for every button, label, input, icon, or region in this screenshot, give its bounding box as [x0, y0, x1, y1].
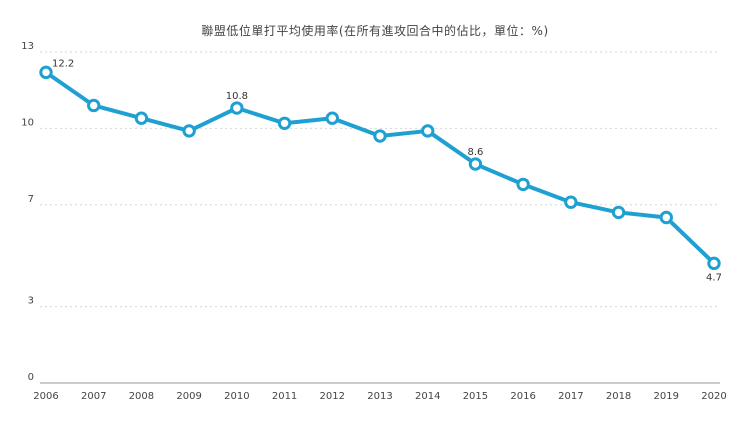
- series-line: [44, 70, 716, 266]
- x-tick-label: 2019: [654, 391, 679, 402]
- x-tick-label: 2010: [224, 391, 249, 402]
- x-tick-label: 2007: [81, 391, 106, 402]
- data-point: [39, 65, 53, 80]
- y-tick-label: 10: [21, 117, 34, 128]
- x-tick-label: 2013: [367, 391, 392, 402]
- y-tick-label: 7: [28, 194, 34, 205]
- y-tick-label: 13: [21, 41, 34, 52]
- data-label: 4.7: [706, 272, 722, 283]
- data-point: [373, 129, 387, 143]
- x-tick-label: 2009: [176, 391, 201, 402]
- data-point: [87, 98, 101, 113]
- data-label: 10.8: [226, 91, 248, 102]
- y-tick-label: 3: [28, 296, 34, 307]
- chart-title: 聯盟低位單打平均使用率(在所有進攻回合中的佔比，單位：%): [201, 24, 549, 38]
- x-tick-label: 2014: [415, 391, 440, 402]
- x-tick-label: 2017: [558, 391, 583, 402]
- data-point: [659, 210, 673, 225]
- data-label: 12.2: [52, 58, 74, 69]
- x-tick-label: 2016: [510, 391, 535, 402]
- data-point: [516, 177, 530, 192]
- data-point: [564, 195, 578, 209]
- data-point: [421, 124, 435, 138]
- y-tick-label: 0: [28, 372, 34, 383]
- data-point: [134, 111, 149, 125]
- x-tick-label: 2012: [320, 391, 345, 402]
- data-label: 8.6: [467, 147, 483, 158]
- data-point: [230, 101, 244, 115]
- data-point: [707, 256, 721, 271]
- data-point: [325, 111, 339, 125]
- x-tick-label: 2018: [606, 391, 631, 402]
- data-point: [611, 205, 626, 220]
- x-tick-label: 2015: [463, 391, 488, 402]
- data-point: [468, 157, 483, 171]
- x-tick-label: 2020: [701, 391, 726, 402]
- x-tick-label: 2011: [272, 391, 297, 402]
- x-tick-label: 2006: [33, 391, 58, 402]
- data-point: [277, 116, 292, 130]
- data-point: [182, 124, 196, 138]
- x-tick-label: 2008: [129, 391, 154, 402]
